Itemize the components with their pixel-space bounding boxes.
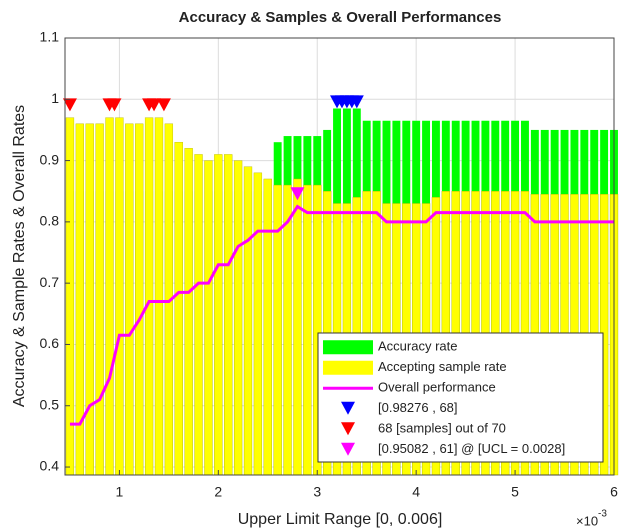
bar	[253, 172, 263, 476]
x-tick-label: 5	[511, 484, 519, 500]
marker	[156, 98, 171, 112]
bar	[263, 178, 272, 476]
marker	[349, 95, 364, 109]
legend-swatch	[323, 340, 373, 355]
bar	[105, 117, 114, 476]
x-tick-label: 6	[610, 484, 618, 500]
bar	[144, 117, 154, 476]
bar	[214, 154, 223, 476]
legend-label: Overall performance	[378, 380, 496, 395]
bar	[233, 160, 243, 476]
axes-box	[64, 37, 615, 476]
legend-label: [0.98276 , 68]	[378, 400, 458, 415]
x-tick-label: 2	[214, 484, 222, 500]
x-tick-label: 3	[313, 484, 321, 500]
bar	[283, 184, 292, 476]
y-tick-label: 1	[51, 90, 59, 106]
line	[69, 204, 614, 426]
bar	[224, 154, 233, 476]
marker	[147, 98, 162, 112]
legend-label: Accepting sample rate	[378, 359, 507, 374]
x-multiplier-exponent: -3	[598, 509, 607, 520]
bar	[65, 117, 75, 476]
y-tick-label: 0.7	[40, 274, 60, 290]
bar	[135, 123, 144, 476]
x-tick-label: 4	[412, 484, 420, 500]
bar	[174, 141, 183, 476]
y-axis-label: Accuracy & Sample Rates & Overall Rates	[11, 105, 28, 407]
legend-label: [0.95082 , 61] @ [UCL = 0.0028]	[378, 441, 565, 456]
x-multiplier: ×10	[576, 513, 598, 528]
chart-title: Accuracy & Samples & Overall Performance…	[179, 9, 502, 26]
y-tick-label: 0.4	[40, 458, 60, 474]
legend-swatch	[341, 401, 355, 415]
bar	[154, 117, 164, 476]
y-tick-label: 0.6	[40, 335, 60, 351]
legend-label: Accuracy rate	[378, 339, 457, 354]
legend-box	[317, 332, 604, 463]
marker	[62, 98, 77, 112]
bar	[194, 154, 203, 476]
bar	[125, 123, 134, 476]
bar	[85, 123, 94, 476]
bar	[243, 166, 253, 476]
marker	[290, 187, 305, 201]
legend: Accuracy rate Accepting sample rate Overal…	[317, 332, 604, 463]
y-tick-label: 0.9	[40, 151, 60, 167]
legend-swatch	[323, 360, 373, 375]
legend-swatch	[341, 422, 355, 436]
marker	[107, 98, 122, 112]
y-tick-label: 1.1	[40, 29, 60, 45]
bar	[95, 123, 104, 476]
bar	[184, 148, 193, 476]
y-tick-label: 0.8	[40, 213, 60, 229]
bar	[303, 184, 312, 476]
bar	[115, 117, 124, 476]
x-axis-label: Upper Limit Range [0, 0.006]	[238, 511, 443, 528]
legend-swatch	[341, 442, 355, 456]
x-tick-label: 1	[116, 484, 124, 500]
bar	[293, 178, 302, 476]
y-tick-label: 0.5	[40, 396, 60, 412]
bar	[204, 160, 213, 476]
legend-label: 68 [samples] out of 70	[378, 421, 506, 436]
